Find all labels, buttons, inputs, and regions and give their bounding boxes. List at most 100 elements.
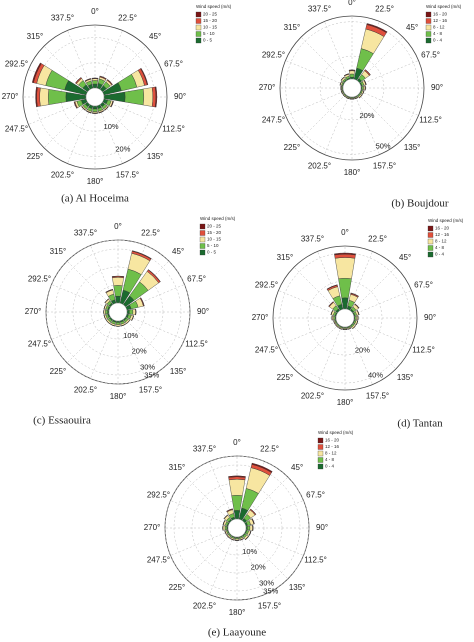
- spoke: [317, 251, 342, 310]
- wedge: [84, 78, 91, 82]
- caption: (d) Tantan: [397, 418, 443, 430]
- legend-swatch: [427, 232, 434, 238]
- wedge: [92, 108, 98, 112]
- direction-label: 45°: [291, 463, 303, 472]
- direction-label: 180°: [229, 608, 246, 617]
- wedge: [121, 324, 126, 327]
- wedge: [105, 288, 113, 293]
- direction-label: 135°: [170, 367, 187, 376]
- wedge: [364, 69, 371, 76]
- calm-circle: [85, 87, 105, 107]
- legend-swatch: [425, 37, 432, 44]
- legend-label: 16 - 20: [433, 12, 448, 17]
- wedge: [249, 525, 253, 531]
- legend-swatch: [317, 463, 324, 470]
- direction-label: 135°: [147, 152, 164, 161]
- legend-title: Wind speed (m/s): [428, 218, 464, 223]
- direction-label: 90°: [174, 92, 186, 101]
- direction-label: 315°: [27, 32, 44, 41]
- direction-label: 135°: [289, 583, 306, 592]
- legend-label: 15 - 20: [207, 230, 222, 235]
- wedge: [92, 83, 98, 89]
- spoke: [185, 476, 231, 522]
- spoke: [170, 531, 229, 556]
- wedge: [39, 87, 50, 107]
- direction-label: 0°: [114, 222, 122, 231]
- radial-tick-label: 10%: [104, 122, 119, 131]
- legend-swatch: [195, 37, 202, 44]
- caption: (e) Laayoune: [208, 627, 266, 639]
- legend-swatch: [427, 238, 434, 245]
- direction-label: 157.5°: [366, 392, 389, 401]
- direction-label: 22.5°: [118, 14, 137, 23]
- outer-circle: [279, 15, 425, 161]
- legend-swatch: [427, 225, 434, 232]
- spoke: [358, 36, 404, 82]
- legend-title: Wind speed (m/s): [426, 4, 462, 9]
- direction-label: 292.5°: [147, 491, 170, 500]
- calm-circle: [108, 302, 128, 322]
- spoke: [126, 315, 185, 340]
- wedge: [128, 309, 134, 315]
- wedge: [362, 90, 365, 95]
- direction-label: 180°: [87, 177, 104, 186]
- spoke: [101, 103, 147, 149]
- legend-swatch: [195, 11, 202, 18]
- legend-label: 10 - 15: [207, 237, 222, 242]
- spoke: [353, 321, 412, 346]
- direction-label: 0°: [341, 228, 349, 237]
- direction-label: 112.5°: [412, 346, 435, 355]
- legend-label: 5 - 10: [203, 31, 215, 36]
- spoke: [278, 321, 337, 346]
- spoke: [245, 500, 304, 525]
- wedge: [99, 75, 107, 80]
- grid-circle: [90, 284, 146, 340]
- direction-label: 337.5°: [308, 5, 331, 14]
- wedge: [115, 322, 121, 325]
- direction-label: 0°: [348, 0, 356, 7]
- spoke: [324, 96, 349, 155]
- spoke: [285, 91, 344, 116]
- spoke: [124, 318, 170, 364]
- wind-rose-panel: 0° 22.5° 45° 67.5° 90° 112.5° 135° 157.5° 180° 20…: [144, 430, 354, 638]
- spoke: [293, 324, 339, 370]
- wedge: [98, 110, 104, 114]
- direction-label: 45°: [149, 32, 161, 41]
- spoke: [209, 536, 234, 595]
- wedge: [339, 81, 342, 86]
- wedge: [334, 253, 356, 259]
- spoke: [121, 320, 146, 379]
- spoke: [278, 290, 337, 315]
- outer-circle: [22, 24, 168, 170]
- legend-label: 20 - 25: [203, 12, 218, 17]
- wedge: [113, 285, 123, 297]
- legend-swatch: [427, 251, 434, 258]
- wedge: [326, 284, 338, 290]
- spoke: [348, 251, 373, 310]
- spoke: [43, 45, 89, 91]
- direction-label: 315°: [50, 247, 67, 256]
- wedge: [358, 94, 363, 99]
- wedge: [35, 87, 38, 107]
- legend-swatch: [317, 444, 324, 450]
- direction-label: 112.5°: [185, 340, 208, 349]
- legend-swatch: [195, 31, 202, 37]
- spoke: [185, 534, 231, 580]
- wedge: [48, 89, 67, 105]
- wedge: [140, 67, 149, 86]
- direction-label: 247.5°: [262, 116, 285, 125]
- legend-label: 0 - 5: [203, 38, 213, 43]
- legend-label: 0 - 5: [207, 250, 217, 255]
- wedge: [247, 525, 251, 531]
- direction-label: 157.5°: [258, 602, 281, 611]
- wedge: [224, 525, 228, 531]
- wedge: [350, 292, 359, 297]
- direction-label: 337.5°: [51, 14, 74, 23]
- wedge: [124, 88, 145, 106]
- direction-label: 270°: [252, 313, 269, 322]
- legend-swatch: [195, 18, 202, 24]
- direction-label: 112.5°: [304, 556, 327, 565]
- wedge: [222, 525, 226, 531]
- wedge: [338, 277, 352, 299]
- direction-label: 22.5°: [368, 235, 387, 244]
